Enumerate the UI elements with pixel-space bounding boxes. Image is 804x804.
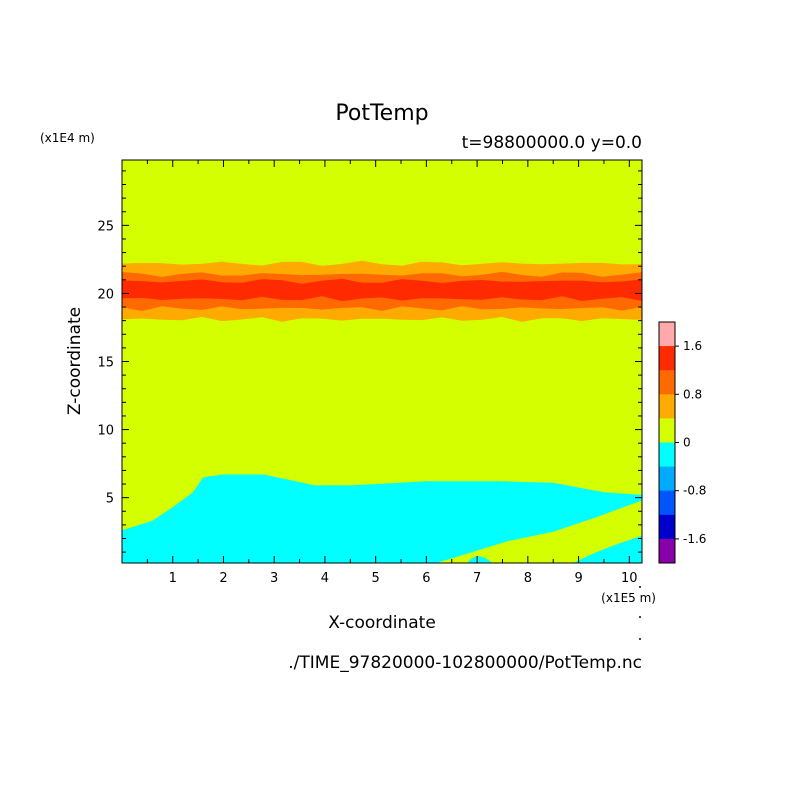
edge-dot <box>639 616 641 618</box>
y-tick-label: 5 <box>106 492 114 507</box>
colorbar: 1.6 0.8 0 -0.8 -1.6 <box>658 321 706 564</box>
colorbar-label: 0 <box>683 436 691 450</box>
x-tick-label: 3 <box>270 571 278 586</box>
x-tick-label: 2 <box>219 571 227 586</box>
colorbar-label: -0.8 <box>683 484 706 498</box>
contour-warm-island <box>436 500 642 563</box>
y-tick-label: 15 <box>97 356 114 371</box>
colorbar-swatch <box>659 490 675 516</box>
source-footer: ./TIME_97820000-102800000/PotTemp.nc <box>288 653 642 673</box>
contour-band <box>122 278 642 302</box>
y-tick-label: 25 <box>97 219 114 234</box>
colorbar-swatch <box>659 442 675 467</box>
x-tick-label: 6 <box>422 571 430 586</box>
colorbar-label: 1.6 <box>683 339 702 353</box>
colorbar-swatch <box>659 538 675 564</box>
colorbar-label: 0.8 <box>683 387 702 401</box>
x-tick-label: 4 <box>321 571 329 586</box>
contour-fills <box>122 160 642 563</box>
x-tick-label: 5 <box>372 571 380 586</box>
colorbar-swatch <box>659 322 675 347</box>
x-scale-note: (x1E5 m) <box>601 591 656 605</box>
plot-area <box>121 159 643 564</box>
x-axis: 1 2 3 4 5 6 7 8 9 10 <box>146 160 638 586</box>
edge-dot <box>639 638 641 640</box>
x-tick-label: 1 <box>169 571 177 586</box>
chart-title: PotTemp <box>335 101 428 126</box>
x-axis-title: X-coordinate <box>328 613 436 633</box>
y-tick-label: 20 <box>97 287 114 302</box>
colorbar-swatch <box>659 394 675 419</box>
y-scale-note: (x1E4 m) <box>40 131 95 145</box>
y-tick-label: 10 <box>97 424 114 439</box>
colorbar-label: -1.6 <box>683 532 706 546</box>
x-tick-label: 8 <box>524 571 532 586</box>
x-tick-label: 9 <box>574 571 582 586</box>
edge-dot <box>639 586 641 588</box>
y-axis-title: Z-coordinate <box>65 307 85 415</box>
x-tick-label: 7 <box>473 571 481 586</box>
colorbar-swatch <box>659 346 675 371</box>
x-tick-label: 10 <box>621 571 638 586</box>
colorbar-swatch <box>659 514 675 540</box>
y-axis: 5 10 15 20 25 <box>97 170 642 553</box>
edge-marks <box>639 586 641 640</box>
contour-cold-bump <box>466 556 493 563</box>
colorbar-swatch <box>659 418 675 443</box>
colorbar-swatch <box>659 370 675 395</box>
colorbar-swatch <box>659 466 675 491</box>
contour-cold-corner <box>573 535 642 563</box>
chart-subtitle: t=98800000.0 y=0.0 <box>462 133 642 153</box>
